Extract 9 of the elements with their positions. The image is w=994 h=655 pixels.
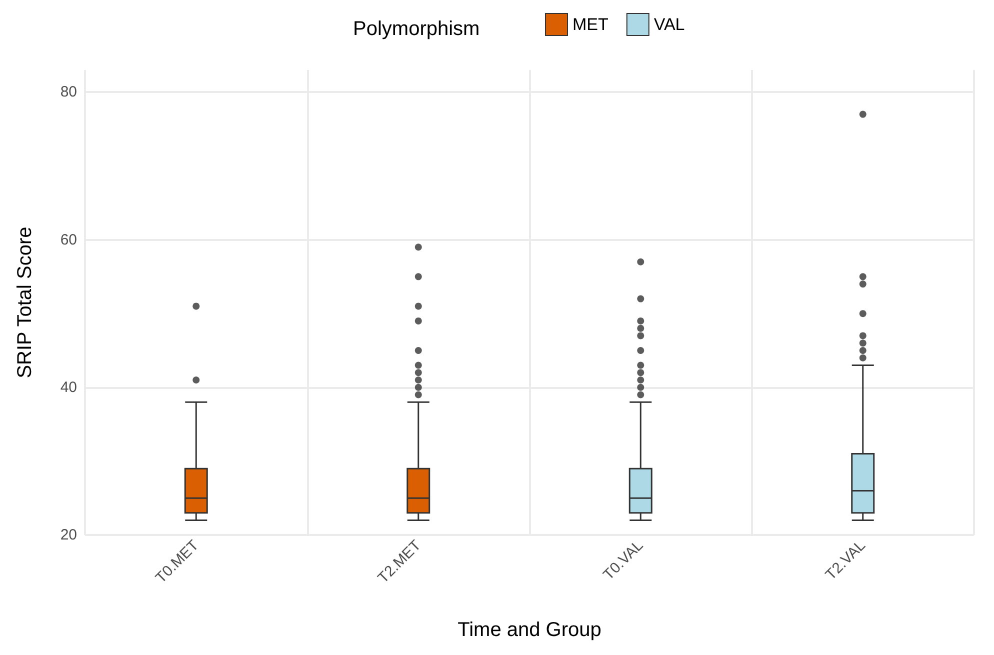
x-axis-title: Time and Group bbox=[458, 619, 602, 641]
y-tick-label: 20 bbox=[60, 526, 77, 544]
y-tick-label: 40 bbox=[60, 378, 77, 396]
legend-title: Polymorphism bbox=[353, 18, 480, 40]
y-axis-title: SRIP Total Score bbox=[14, 226, 36, 378]
y-tick-label: 60 bbox=[60, 231, 77, 248]
legend-label: MET bbox=[572, 15, 608, 34]
legend-label: VAL bbox=[654, 15, 685, 34]
y-tick-label: 80 bbox=[60, 84, 77, 101]
